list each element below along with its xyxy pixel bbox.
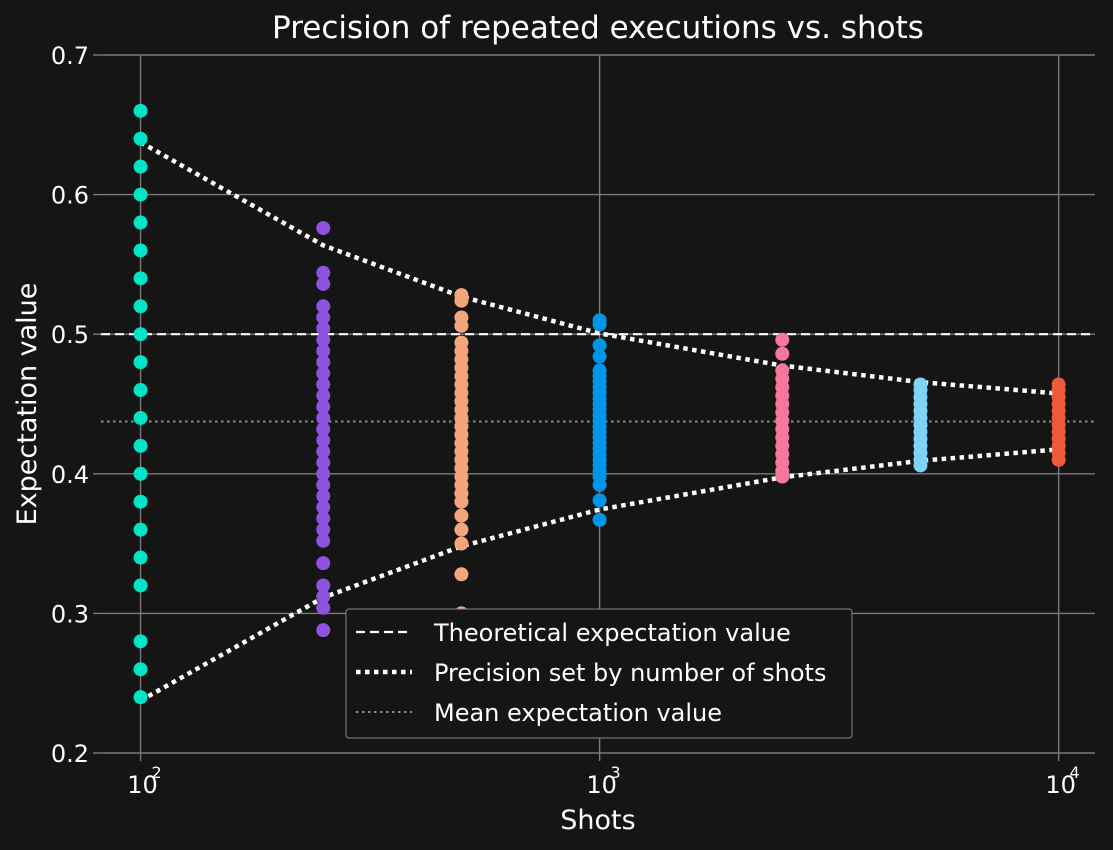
data-point (454, 318, 469, 333)
data-point (133, 690, 148, 705)
y-tick-label: 0.2 (51, 740, 89, 768)
data-point (316, 600, 331, 615)
data-point (133, 634, 148, 649)
x-tick-label-exponent: 3 (611, 763, 621, 782)
data-point (454, 293, 469, 308)
data-point (454, 522, 469, 537)
data-point (316, 276, 331, 291)
data-point (454, 494, 469, 509)
data-point (133, 215, 148, 230)
data-point (316, 623, 331, 638)
data-point (454, 567, 469, 582)
y-tick-label: 0.3 (51, 600, 89, 628)
data-point (133, 355, 148, 370)
data-point (316, 522, 331, 537)
data-point (454, 536, 469, 551)
data-point (592, 317, 607, 332)
data-point (775, 346, 790, 361)
data-point (316, 366, 331, 381)
data-point (316, 388, 331, 403)
data-point (316, 556, 331, 571)
data-point (592, 349, 607, 364)
x-tick-label-exponent: 4 (1070, 763, 1080, 782)
data-point (133, 578, 148, 593)
x-axis-label: Shots (560, 805, 635, 836)
data-point (133, 159, 148, 174)
y-tick-label: 0.6 (51, 182, 89, 210)
data-point (316, 455, 331, 470)
data-point (316, 332, 331, 347)
data-point (316, 477, 331, 492)
data-point (1051, 452, 1066, 467)
data-point (316, 410, 331, 425)
x-tick-label-base: 10 (586, 771, 617, 799)
data-point (316, 589, 331, 604)
data-point (316, 299, 331, 314)
data-point (316, 321, 331, 336)
data-point (316, 511, 331, 526)
data-point (316, 533, 331, 548)
data-point (316, 221, 331, 236)
x-tick-label-base: 10 (1045, 771, 1076, 799)
data-point (133, 438, 148, 453)
data-point (775, 469, 790, 484)
data-point (316, 265, 331, 280)
data-point (316, 377, 331, 392)
legend: Theoretical expectation value Precision s… (345, 608, 853, 739)
legend-box (345, 608, 853, 739)
data-point (775, 332, 790, 347)
data-point (316, 310, 331, 325)
data-point (913, 458, 928, 473)
data-point (133, 522, 148, 537)
data-point (316, 433, 331, 448)
data-point (133, 494, 148, 509)
y-tick-label: 0.7 (51, 42, 89, 70)
data-point (454, 508, 469, 523)
y-tick-label: 0.5 (51, 321, 89, 349)
data-point (133, 131, 148, 146)
data-point (316, 444, 331, 459)
data-point (316, 355, 331, 370)
data-point (133, 271, 148, 286)
data-point (316, 578, 331, 593)
legend-label: Theoretical expectation value (433, 619, 791, 647)
x-tick-label-base: 10 (127, 771, 158, 799)
data-point (316, 343, 331, 358)
y-axis-label: Expectation value (12, 283, 43, 526)
data-point (316, 422, 331, 437)
legend-label: Mean expectation value (434, 699, 722, 727)
points-layer (133, 103, 1066, 705)
data-point (316, 500, 331, 515)
data-point (133, 243, 148, 258)
data-point (133, 103, 148, 118)
data-point (133, 327, 148, 342)
data-point (133, 662, 148, 677)
data-point (133, 550, 148, 565)
data-point (316, 399, 331, 414)
y-tick-label: 0.4 (51, 461, 89, 489)
chart-title: Precision of repeated executions vs. sho… (272, 10, 924, 46)
data-point (592, 493, 607, 508)
data-point (592, 338, 607, 353)
data-point (133, 187, 148, 202)
x-tick-label-exponent: 2 (151, 763, 161, 782)
precision-bound-upper (139, 140, 1059, 396)
data-point (316, 466, 331, 481)
data-point (133, 299, 148, 314)
data-point (133, 410, 148, 425)
data-point (133, 466, 148, 481)
legend-label: Precision set by number of shots (434, 659, 826, 687)
data-point (592, 477, 607, 492)
data-point (592, 512, 607, 527)
data-point (316, 489, 331, 504)
data-point (133, 383, 148, 398)
